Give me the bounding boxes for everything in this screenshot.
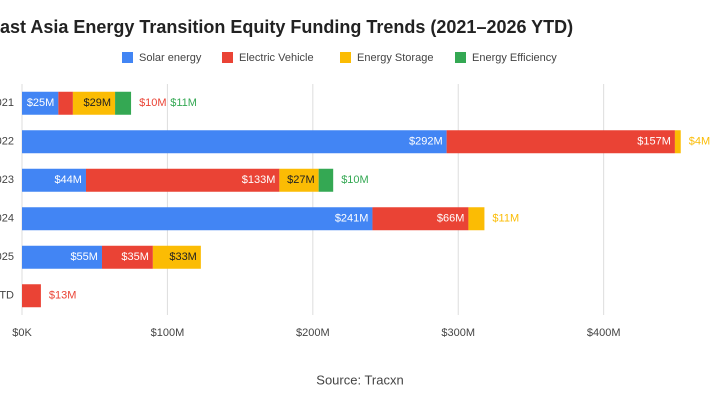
bar-segment xyxy=(318,168,334,192)
legend-label: Energy Efficiency xyxy=(472,52,557,64)
source: Source: Tracxn xyxy=(316,372,403,387)
legend-swatch xyxy=(455,52,466,63)
data-label: $133M xyxy=(242,174,276,186)
chart-title: ast Asia Energy Transition Equity Fundin… xyxy=(0,17,573,37)
bar-segment xyxy=(22,245,102,269)
bar-segment xyxy=(72,91,116,115)
data-label: $55M xyxy=(70,251,98,263)
data-label: $29M xyxy=(84,97,112,109)
bar-segment xyxy=(152,245,201,269)
y-tick-label: YTD xyxy=(0,290,14,302)
data-label: $35M xyxy=(121,251,149,263)
data-label: $292M xyxy=(409,136,443,148)
y-tick-label: 021 xyxy=(0,97,14,109)
bar-segment xyxy=(446,130,675,154)
data-label: $157M xyxy=(637,136,671,148)
legend-label: Solar energy xyxy=(139,52,202,64)
x-tick-label: $300M xyxy=(441,327,475,339)
legend-label: Energy Storage xyxy=(357,52,433,64)
legend-swatch xyxy=(222,52,233,63)
bar-segment xyxy=(101,245,153,269)
y-tick-label: 025 xyxy=(0,251,14,263)
data-label: $11M xyxy=(492,213,519,225)
data-label: $25M xyxy=(27,97,55,109)
bar-segment xyxy=(115,91,132,115)
data-label: $11M xyxy=(170,97,197,109)
bar-segment xyxy=(22,130,447,154)
data-label: $66M xyxy=(437,213,465,225)
bar-segment xyxy=(58,91,73,115)
data-label: $27M xyxy=(287,174,315,186)
bar-segment xyxy=(22,284,41,308)
bar-segment xyxy=(674,130,681,154)
y-tick-label: 024 xyxy=(0,213,14,225)
data-label: $10M xyxy=(139,97,167,109)
data-label: $10M xyxy=(341,174,369,186)
x-tick-label: $0K xyxy=(12,327,32,339)
x-tick-label: $400M xyxy=(587,327,621,339)
bar-segment xyxy=(85,168,280,192)
bar-segment xyxy=(22,91,59,115)
bar-segment xyxy=(22,168,86,192)
data-label: $241M xyxy=(335,213,369,225)
y-tick-label: 022 xyxy=(0,136,14,148)
data-label: $13M xyxy=(49,290,77,302)
legend-swatch xyxy=(340,52,351,63)
legend-swatch xyxy=(122,52,133,63)
bar-segment xyxy=(468,207,485,231)
data-label: $4M xyxy=(689,136,710,148)
legend-label: Electric Vehicle xyxy=(239,52,314,64)
bar-segment xyxy=(22,207,373,231)
x-tick-label: $100M xyxy=(151,327,185,339)
data-label: $44M xyxy=(54,174,82,186)
bar-segment xyxy=(372,207,469,231)
data-label: $33M xyxy=(169,251,197,263)
bar-segment xyxy=(279,168,319,192)
x-tick-label: $200M xyxy=(296,327,330,339)
y-tick-label: 023 xyxy=(0,174,14,186)
